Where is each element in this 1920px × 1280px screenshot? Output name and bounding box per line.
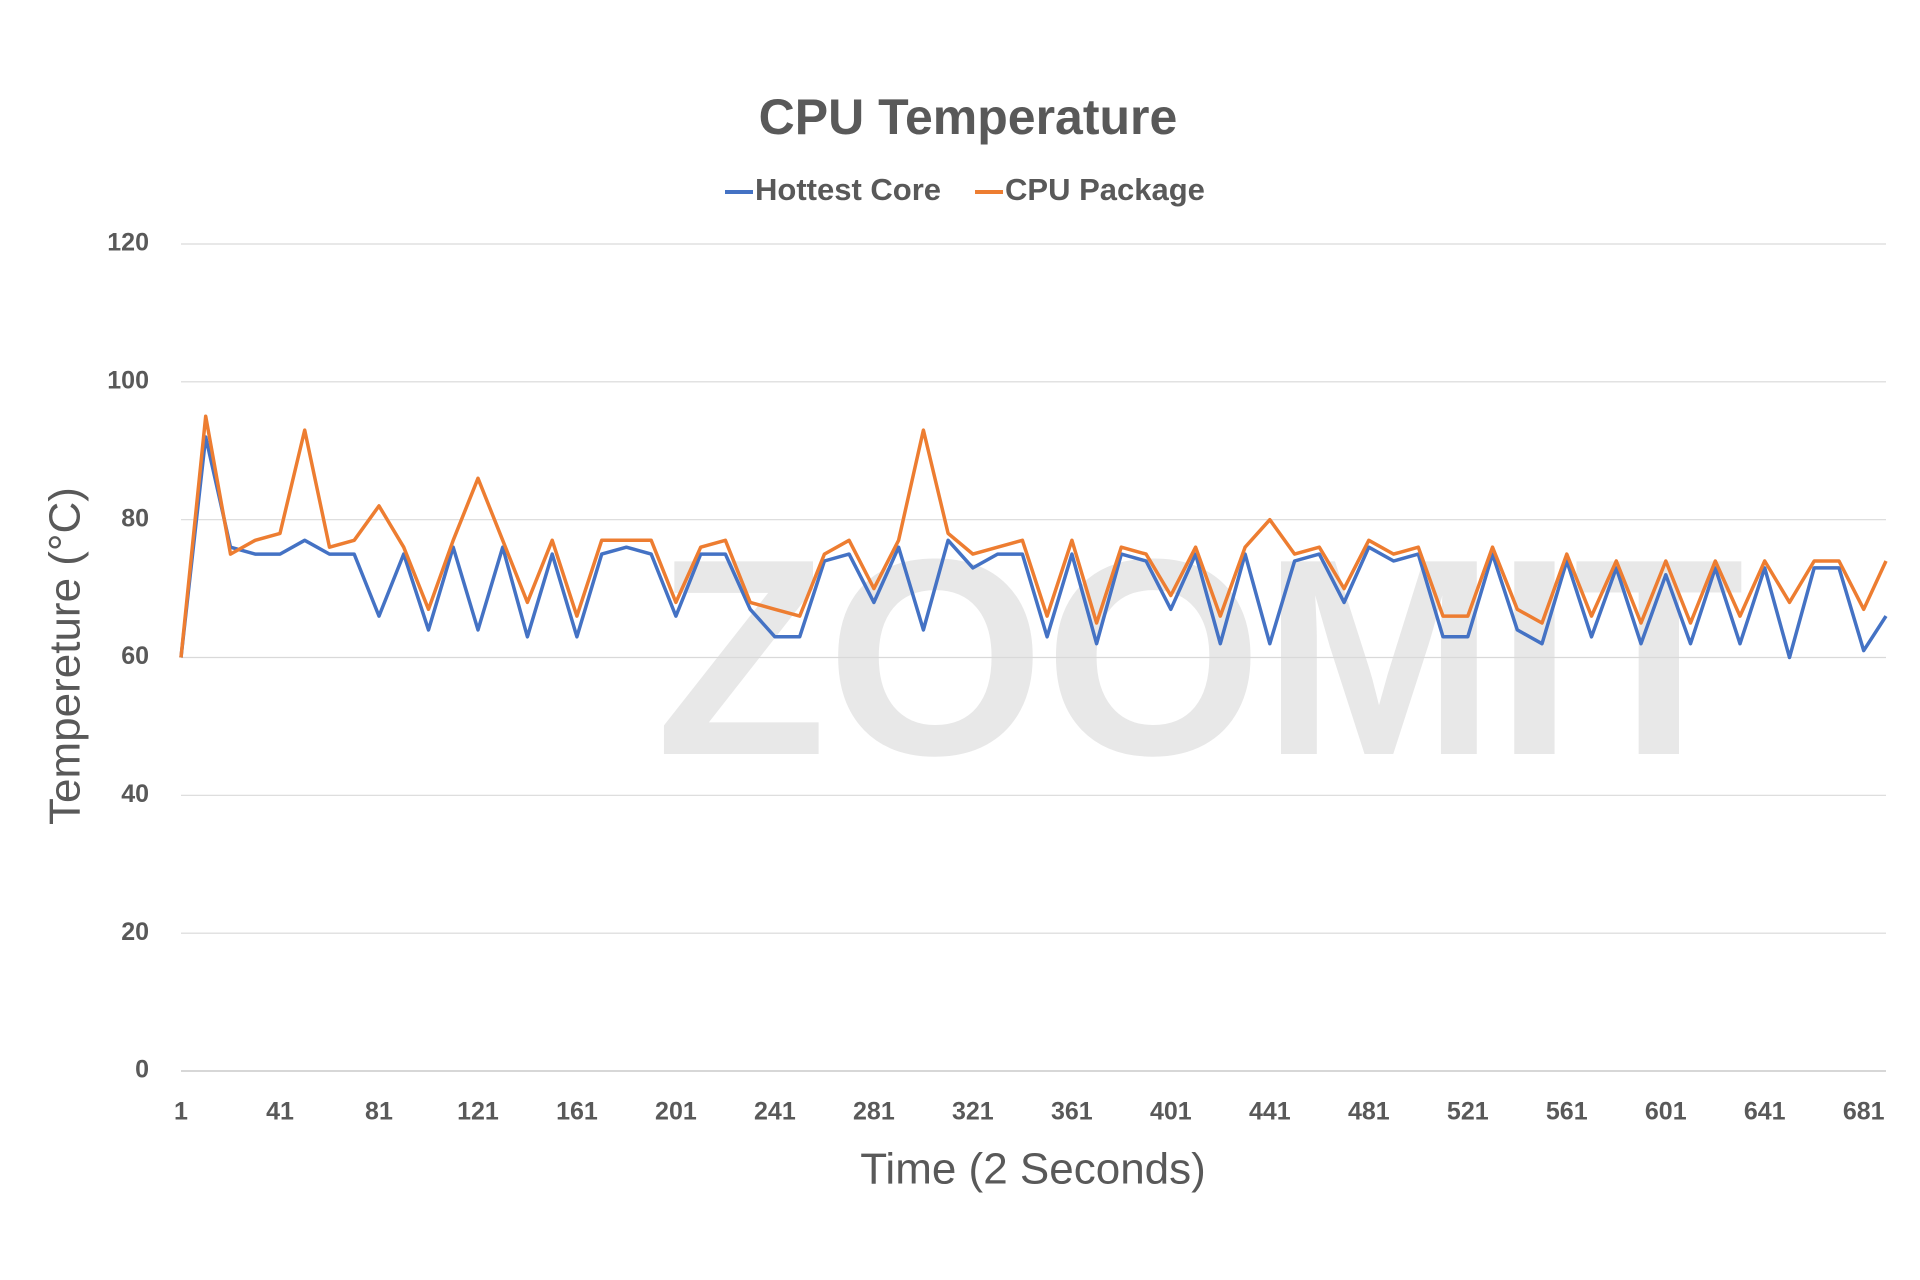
x-tick-label: 441	[1249, 1098, 1291, 1126]
x-tick-label: 561	[1546, 1098, 1588, 1126]
y-tick-label: 100	[107, 366, 149, 394]
legend-label: Hottest Core	[755, 172, 941, 207]
y-tick-label: 0	[135, 1056, 149, 1084]
x-tick-label: 481	[1348, 1098, 1390, 1126]
series-line	[179, 435, 1888, 660]
x-tick-label: 321	[952, 1098, 994, 1126]
y-axis-title: Tempereture (°C)	[41, 487, 90, 825]
series-line	[179, 414, 1888, 658]
x-tick-label: 1	[174, 1098, 188, 1126]
x-tick-label: 361	[1051, 1098, 1093, 1126]
x-tick-label: 121	[457, 1098, 499, 1126]
y-tick-label: 120	[107, 229, 149, 257]
y-tick-label: 40	[121, 780, 149, 808]
x-axis-title: Time (2 Seconds)	[860, 1145, 1206, 1194]
x-tick-label: 401	[1150, 1098, 1192, 1126]
chart-title: CPU Temperature	[759, 89, 1178, 145]
x-tick-label: 241	[754, 1098, 796, 1126]
x-tick-label: 161	[556, 1098, 598, 1126]
x-tick-label: 281	[853, 1098, 895, 1126]
y-tick-label: 60	[121, 642, 149, 670]
x-tick-label: 601	[1645, 1098, 1687, 1126]
y-tick-label: 20	[121, 918, 149, 946]
y-tick-label: 80	[121, 504, 149, 532]
legend-label: CPU Package	[1005, 172, 1205, 207]
x-tick-label: 641	[1744, 1098, 1786, 1126]
x-tick-label: 681	[1843, 1098, 1885, 1126]
x-tick-label: 201	[655, 1098, 697, 1126]
x-tick-label: 81	[365, 1098, 393, 1126]
x-tick-label: 41	[266, 1098, 294, 1126]
x-tick-label: 521	[1447, 1098, 1489, 1126]
